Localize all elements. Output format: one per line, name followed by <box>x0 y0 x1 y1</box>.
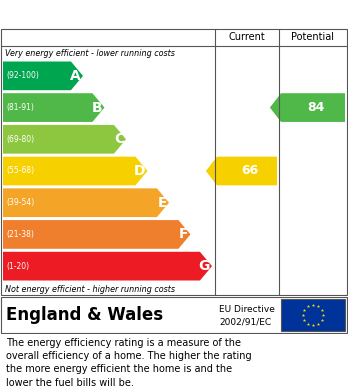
Text: (39-54): (39-54) <box>6 198 34 207</box>
Text: Very energy efficient - lower running costs: Very energy efficient - lower running co… <box>5 48 175 57</box>
Polygon shape <box>3 252 212 280</box>
Text: (21-38): (21-38) <box>6 230 34 239</box>
Text: (81-91): (81-91) <box>6 103 34 112</box>
Text: 84: 84 <box>308 101 325 114</box>
Text: (92-100): (92-100) <box>6 71 39 81</box>
Text: C: C <box>114 132 124 146</box>
Text: F: F <box>179 228 189 241</box>
Text: A: A <box>70 69 81 83</box>
Text: 66: 66 <box>242 165 259 178</box>
Text: Energy Efficiency Rating: Energy Efficiency Rating <box>8 7 229 22</box>
Text: (1-20): (1-20) <box>6 262 29 271</box>
Polygon shape <box>3 93 104 122</box>
Polygon shape <box>3 220 190 249</box>
Polygon shape <box>206 157 277 185</box>
Polygon shape <box>3 61 83 90</box>
Text: B: B <box>92 100 103 115</box>
Text: E: E <box>158 196 167 210</box>
Text: (69-80): (69-80) <box>6 135 34 144</box>
Text: D: D <box>134 164 145 178</box>
Text: The energy efficiency rating is a measure of the
overall efficiency of a home. T: The energy efficiency rating is a measur… <box>6 338 252 387</box>
Polygon shape <box>270 93 345 122</box>
Text: EU Directive: EU Directive <box>219 305 275 314</box>
Text: (55-68): (55-68) <box>6 167 34 176</box>
Bar <box>281 299 345 331</box>
Polygon shape <box>3 125 126 154</box>
Text: England & Wales: England & Wales <box>6 306 163 324</box>
Polygon shape <box>3 188 169 217</box>
Text: G: G <box>199 259 210 273</box>
Text: Not energy efficient - higher running costs: Not energy efficient - higher running co… <box>5 285 175 294</box>
Text: 2002/91/EC: 2002/91/EC <box>219 317 271 326</box>
Polygon shape <box>3 157 148 185</box>
Text: Potential: Potential <box>292 32 334 42</box>
Text: Current: Current <box>229 32 266 42</box>
